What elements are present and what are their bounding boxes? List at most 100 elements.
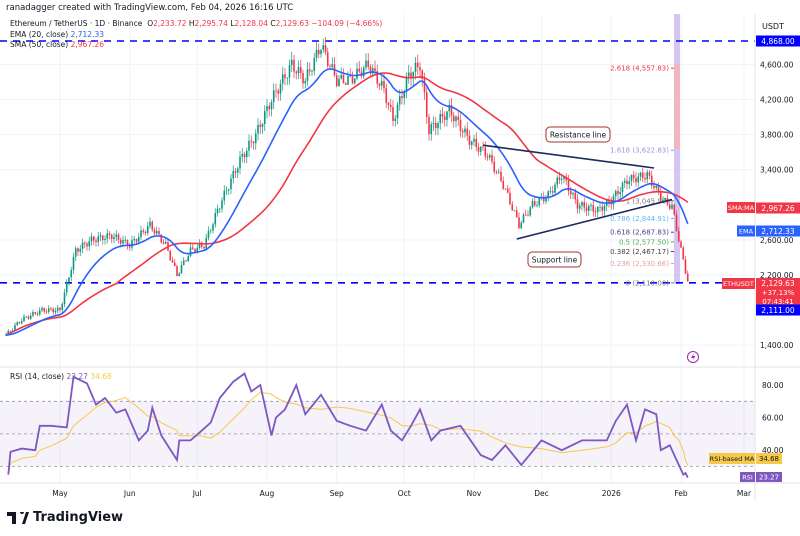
level-tag-4868-bg	[756, 35, 800, 47]
candle-up	[56, 307, 59, 311]
candle-up	[227, 189, 230, 191]
lightning-icon[interactable]	[687, 351, 699, 363]
candle-down	[502, 181, 505, 189]
candle-down	[477, 146, 480, 152]
last-price-tag-bg	[756, 278, 800, 306]
candle-down	[648, 172, 651, 176]
sma-line	[5, 72, 689, 336]
candle-down	[200, 243, 203, 247]
candle-down	[259, 124, 262, 127]
candle-up	[245, 150, 248, 158]
candle-up	[407, 72, 410, 77]
price-tick-label: 1,400.00	[760, 341, 794, 350]
candle-up	[619, 192, 622, 195]
price-tick-label: 3,400.00	[760, 166, 794, 175]
candle-up	[236, 168, 239, 173]
symbol-name: Ethereum / TetherUS · 1D · Binance	[10, 19, 143, 28]
candle-up	[614, 190, 617, 197]
last-price-value: 2,129.63	[761, 279, 795, 288]
candle-up	[560, 178, 563, 180]
time-axis[interactable]: May Jun Jul Aug Sep Oct Nov Dec 2026 Feb Mar	[52, 489, 752, 498]
candle-down	[194, 248, 196, 252]
open-value: 2,233.72	[153, 19, 187, 28]
candle-up	[362, 67, 365, 77]
candle-up	[320, 49, 322, 55]
candle-down	[169, 250, 172, 261]
ema-price-tag: 2,712.33	[761, 227, 795, 236]
candle-up	[106, 233, 109, 239]
time-tick-label: Sep	[330, 489, 344, 498]
candle-up	[180, 264, 183, 274]
high-label: H	[188, 19, 195, 28]
price-axis[interactable]: 4,600.00 4,200.00 3,800.00 3,400.00 2,600.00…	[760, 61, 794, 456]
candle-up	[286, 77, 289, 79]
candle-down	[9, 330, 12, 332]
last-price-change: +37.13%	[762, 289, 795, 297]
candle-down	[317, 49, 320, 55]
candle-up	[63, 292, 66, 305]
candle-down	[632, 174, 635, 179]
candle-down	[515, 210, 518, 218]
candle-down	[191, 247, 194, 249]
ema-legend[interactable]: EMA (20, close) 2,712.33	[10, 30, 104, 39]
time-tick-label: Nov	[467, 489, 482, 498]
candle-up	[531, 201, 534, 208]
candle-up	[68, 277, 70, 282]
rsi-ma-tag: 34.68	[759, 455, 779, 463]
candle-down	[376, 71, 379, 84]
candle-down	[484, 147, 487, 157]
rsi-ma-line	[7, 391, 689, 475]
candle-up	[99, 235, 102, 237]
candle-up	[11, 330, 14, 332]
position-tool-loss	[674, 64, 680, 149]
candle-down	[92, 236, 95, 241]
fib-level-label: 0.786 (2,844.91)	[610, 215, 669, 223]
price-tags: 4,868.00 2,967.26 SMA:MA 2,712.33 EMA 2,129.6…	[709, 35, 800, 482]
candle-up	[315, 49, 318, 58]
ema-name-tag-bg	[737, 225, 755, 237]
candle-down	[95, 240, 97, 243]
candle-up	[25, 316, 28, 318]
fib-level-label: 0.618 (2,687.83)	[610, 229, 669, 237]
rsi-ma-name: RSI-based MA	[710, 455, 755, 463]
candle-down	[475, 138, 478, 147]
sma-legend[interactable]: SMA (50, close) 2,967.26	[10, 40, 104, 49]
trendlines: Resistance line Support line	[482, 126, 673, 268]
rsi-value: 23.27	[66, 372, 88, 381]
ema-line	[5, 68, 689, 336]
candle-down	[277, 90, 280, 94]
fib-level-label: 1 (3,045.90)	[626, 197, 670, 205]
time-tick-label: Mar	[737, 489, 752, 498]
candle-down	[153, 229, 156, 234]
symbol-tag: ETHUSDT	[723, 280, 754, 288]
candle-down	[576, 199, 579, 209]
low-value: 2,128.04	[234, 19, 268, 28]
candle-up	[563, 176, 565, 179]
candle-up	[529, 207, 532, 216]
candle-up	[212, 224, 214, 231]
rsi-legend[interactable]: RSI (14, close) 23.27 34.68	[10, 372, 112, 381]
candle-down	[500, 171, 502, 182]
candle-up	[545, 198, 547, 202]
candle-down	[495, 171, 498, 173]
candle-down	[162, 242, 165, 244]
candle-down	[344, 83, 347, 85]
candle-down	[511, 204, 514, 211]
candle-down	[452, 115, 455, 122]
candle-up	[122, 240, 124, 244]
tradingview-logo[interactable]: TradingView	[7, 510, 123, 525]
candle-up	[313, 57, 316, 72]
candle-down	[416, 62, 419, 68]
candle-down	[491, 155, 493, 162]
symbol-legend[interactable]: Ethereum / TetherUS · 1D · Binance O2,23…	[10, 19, 382, 28]
candle-up	[596, 206, 599, 213]
candle-up	[32, 312, 34, 316]
support-callout: Support line	[532, 256, 578, 265]
candle-down	[558, 177, 561, 180]
candle-up	[270, 102, 273, 110]
change-value: −104.09 (−4.66%)	[311, 19, 383, 28]
candle-up	[14, 325, 16, 331]
candle-up	[590, 205, 592, 206]
candle-up	[257, 124, 259, 134]
